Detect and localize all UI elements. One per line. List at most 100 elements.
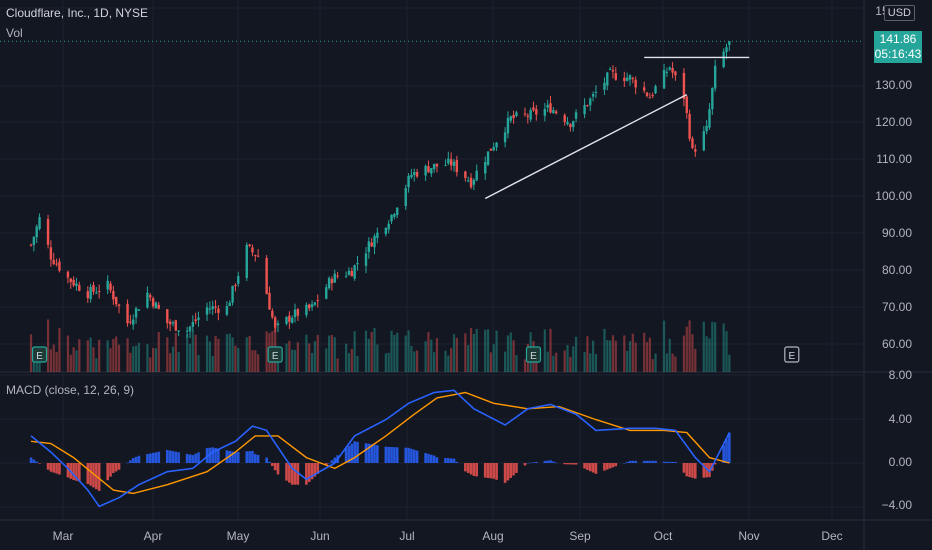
candle-body [472,179,476,185]
candle-body [97,291,101,293]
candle-body [475,170,478,181]
candle-body [265,257,268,295]
candle-body [484,161,487,174]
volume-label[interactable]: Vol [6,26,23,40]
candle-body [603,82,606,90]
volume-bar [191,330,194,372]
macd-histogram-bar [137,455,141,463]
volume-bar [350,348,353,372]
macd-histogram-bar [509,463,513,478]
volume-bar [46,319,50,372]
volume-bar [609,340,612,372]
chart-title[interactable]: Cloudflare, Inc., 1D, NYSE [6,6,149,20]
volume-bar [492,344,495,372]
candle-body [86,291,90,299]
candle-body [373,235,376,248]
volume-bar [671,353,674,372]
candle-body [608,68,612,70]
candle-body [711,87,714,110]
volume-bar [586,336,589,372]
macd-histogram-bar [603,463,606,471]
candle-body [447,158,450,164]
currency-badge[interactable]: USD [883,5,915,21]
candle-body [469,177,473,188]
macd-histogram-bar [112,463,115,474]
macd-indicator-label[interactable]: MACD (close, 12, 26, 9) [6,383,135,397]
macd-histogram-bar [251,450,254,463]
macd-histogram-bar [486,463,490,478]
macd-histogram-bar [427,453,430,463]
volume-bar [92,347,95,372]
candle-body [347,270,351,275]
macd-histogram-bar [432,455,436,463]
volume-bar [313,341,317,372]
macd-histogram-bar [316,463,320,474]
candle-body [526,115,530,117]
macd-histogram-bar [290,463,294,485]
candle-body [310,304,314,307]
macd-histogram-bar [177,452,180,463]
candle-body [296,309,300,316]
volume-bar [674,356,677,372]
volume-bar [589,353,592,372]
macd-histogram-bar [447,458,450,463]
macd-histogram-bar [234,452,237,463]
y-tick-label: 130.00 [875,78,912,92]
candle-body [231,285,234,303]
macd-histogram-bar [625,461,629,463]
macd-histogram-bar [296,463,300,485]
macd-histogram-bar [662,461,666,463]
candle-body [694,149,697,152]
candle-body [316,300,319,302]
macd-histogram-bar [404,447,408,463]
trendline [484,93,688,200]
macd-histogram-bar [157,451,161,463]
volume-bar [566,344,569,372]
candle-body [628,75,632,80]
volume-bar [78,339,81,372]
volume-bar [691,334,694,372]
candle-body [589,98,592,106]
volume-bar [356,355,359,372]
macd-histogram-bar [623,463,626,464]
volume-bar [291,349,294,372]
candle-body [290,317,294,323]
candle-body [58,261,61,271]
candle-body [682,72,686,99]
macd-histogram-bar [648,460,652,463]
candle-body [134,308,138,318]
candle-body [725,47,728,53]
volume-bar [390,330,393,372]
candle-body [211,306,214,310]
candle-body [614,73,618,80]
candle-body [132,319,135,325]
volume-bar [603,328,606,372]
macd-histogram-bar [92,463,95,488]
volume-bar [217,338,220,372]
macd-histogram-bar [117,463,121,470]
candle-body [563,115,566,123]
candle-body [217,308,220,313]
candle-body [702,131,706,151]
candle-body [92,285,95,292]
candle-body [256,255,260,257]
macd-histogram-bar [333,457,337,463]
x-tick-label: Mar [52,529,74,543]
macd-histogram-bar [605,463,609,470]
volume-bar [237,348,240,372]
macd-histogram-bar [231,451,234,463]
macd-histogram-bar [367,443,371,463]
volume-bar [489,352,493,372]
macd-histogram-bar [211,447,215,463]
x-tick-label: May [226,529,250,543]
macd-histogram-bar [185,453,189,463]
candle-body [313,302,317,305]
volume-bar [512,340,515,372]
y-tick-label: 110.00 [876,152,912,166]
candle-body [705,125,708,132]
volume-bar [149,357,152,372]
candle-body [149,295,152,298]
macd-histogram-bar [608,463,612,469]
macd-histogram-bar [705,463,708,478]
